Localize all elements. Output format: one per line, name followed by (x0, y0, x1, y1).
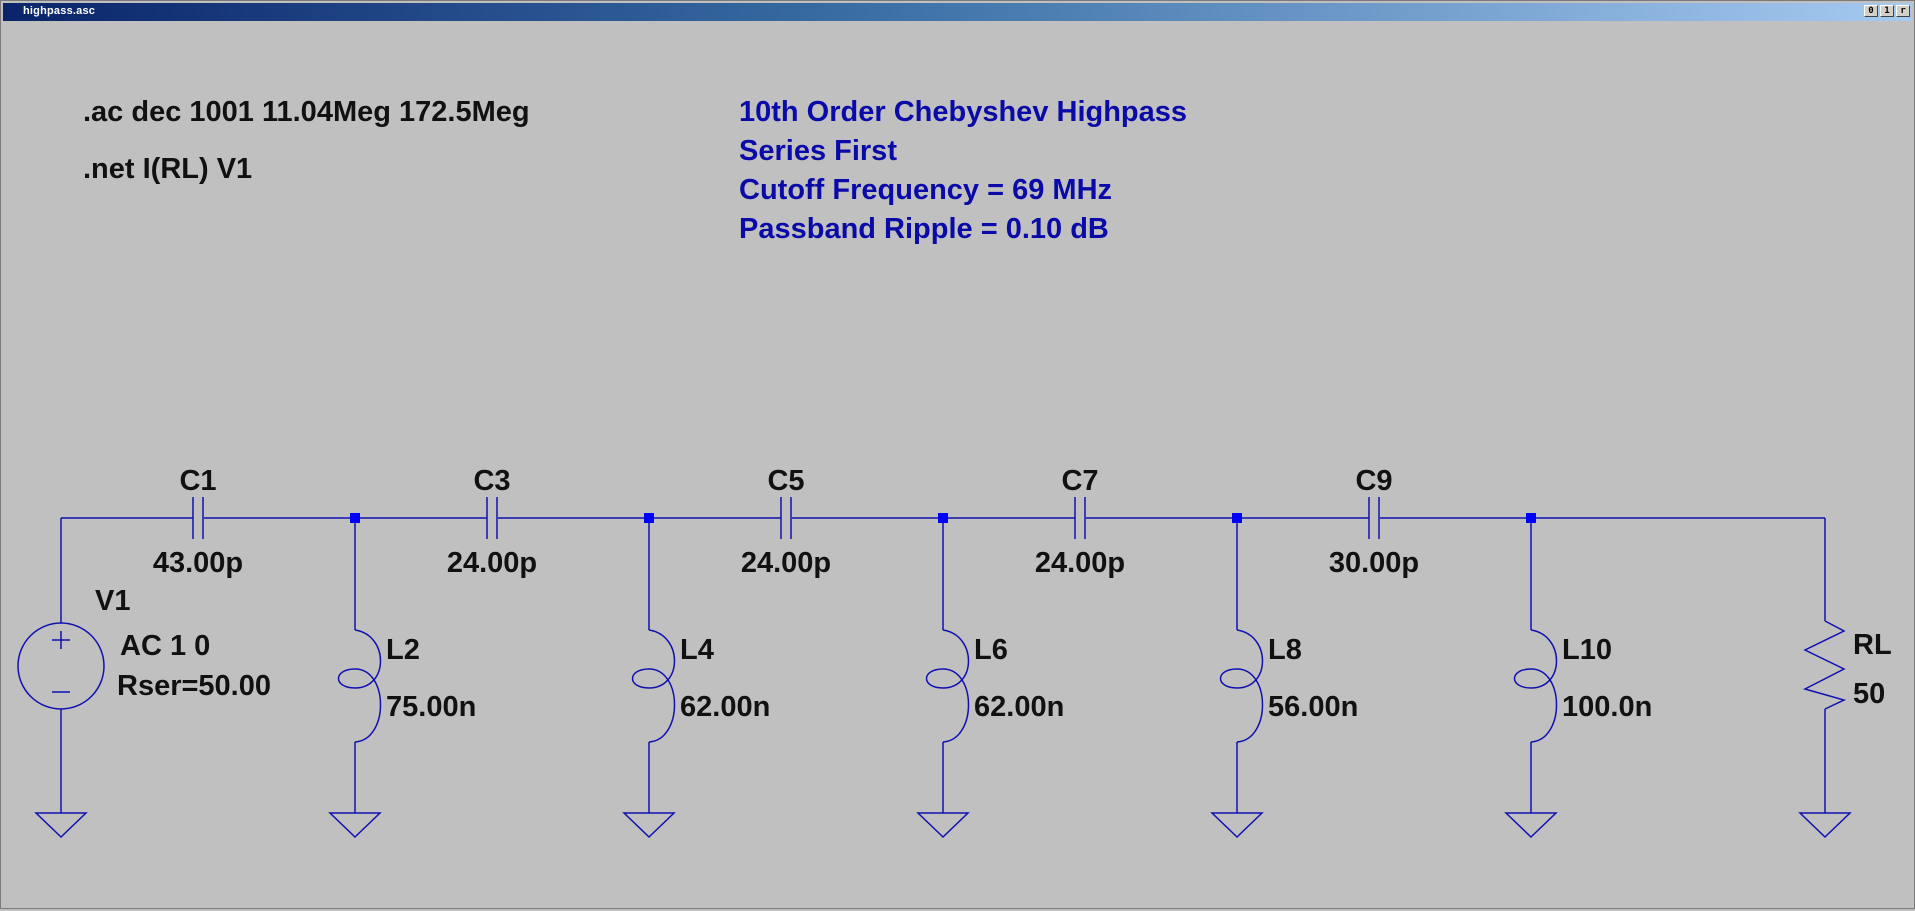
capacitor-c1[interactable]: C1 43.00p (153, 465, 243, 579)
ac-directive[interactable]: .ac dec 1001 11.04Meg 172.5Meg (83, 96, 530, 128)
wires (60, 517, 1826, 813)
source-name[interactable]: V1 (95, 585, 130, 617)
ground-symbol (916, 812, 970, 839)
junction-dot (1232, 513, 1242, 523)
inductor-name[interactable]: L6 (974, 634, 1008, 666)
junction-dot (350, 513, 360, 523)
series-capacitors: C1 43.00p C3 24.00p C5 24.00p C7 24.00p C9 30.00p (153, 465, 1419, 579)
capacitor-name[interactable]: C7 (1061, 465, 1098, 497)
shunt-inductors: L2 75.00n L4 62.00n L6 62.00n L8 56.00n L10 100.0… (328, 518, 1652, 839)
capacitor-name[interactable]: C1 (179, 465, 216, 497)
capacitor-name[interactable]: C3 (473, 465, 510, 497)
minimize-button[interactable]: 0 (1864, 5, 1878, 17)
window-title: highpass.asc (23, 5, 96, 17)
capacitor-name[interactable]: C9 (1355, 465, 1392, 497)
inductor-value[interactable]: 62.00n (680, 691, 770, 723)
load-name[interactable]: RL (1853, 629, 1892, 661)
inductor-coil (1219, 629, 1264, 743)
load-value[interactable]: 50 (1853, 678, 1885, 710)
ground-symbol (34, 812, 88, 839)
ground-symbol (1798, 812, 1852, 839)
inductor-value[interactable]: 75.00n (386, 691, 476, 723)
inductor-name[interactable]: L8 (1268, 634, 1302, 666)
source-value[interactable]: AC 1 0 (120, 630, 210, 662)
comment-line-2[interactable]: Series First (739, 135, 897, 167)
window-controls: 0 1 r (1864, 5, 1910, 17)
junction-dot (644, 513, 654, 523)
capacitor-value[interactable]: 43.00p (153, 547, 243, 579)
inductor-l6[interactable]: L6 62.00n (916, 518, 1064, 839)
inductor-coil (631, 629, 676, 743)
inductor-coil (1513, 629, 1558, 743)
inductor-value[interactable]: 62.00n (974, 691, 1064, 723)
resistor-symbol[interactable] (1802, 620, 1847, 710)
capacitor-name[interactable]: C5 (767, 465, 804, 497)
ground-symbol (622, 812, 676, 839)
inductor-coil (925, 629, 970, 743)
net-directive[interactable]: .net I(RL) V1 (83, 153, 252, 185)
capacitor-c9[interactable]: C9 30.00p (1329, 465, 1419, 579)
ground-symbol (1504, 812, 1558, 839)
capacitor-value[interactable]: 24.00p (1035, 547, 1125, 579)
inductor-name[interactable]: L4 (680, 634, 714, 666)
capacitor-c7[interactable]: C7 24.00p (1035, 465, 1125, 579)
inductor-name[interactable]: L10 (1562, 634, 1612, 666)
junctions (350, 513, 1536, 523)
inductor-value[interactable]: 100.0n (1562, 691, 1652, 723)
capacitor-c5[interactable]: C5 24.00p (741, 465, 831, 579)
junction-dot (938, 513, 948, 523)
ground-symbol (328, 812, 382, 839)
restore-button[interactable]: 1 (1880, 5, 1894, 17)
schematic-canvas[interactable]: .ac dec 1001 11.04Meg 172.5Meg .net I(RL… (3, 23, 1912, 906)
inductor-value[interactable]: 56.00n (1268, 691, 1358, 723)
voltage-source-symbol[interactable] (17, 622, 105, 710)
capacitor-value[interactable]: 24.00p (447, 547, 537, 579)
comment-line-1[interactable]: 10th Order Chebyshev Highpass (739, 96, 1187, 128)
ground-symbol (1210, 812, 1264, 839)
junction-dot (1526, 513, 1536, 523)
inductor-l10[interactable]: L10 100.0n (1504, 518, 1652, 839)
capacitor-c3[interactable]: C3 24.00p (447, 465, 537, 579)
inductor-l8[interactable]: L8 56.00n (1210, 518, 1358, 839)
inductor-name[interactable]: L2 (386, 634, 420, 666)
inductor-coil (337, 629, 382, 743)
close-button[interactable]: r (1896, 5, 1910, 17)
inductor-l4[interactable]: L4 62.00n (622, 518, 770, 839)
title-bar[interactable]: highpass.asc 0 1 r (3, 3, 1912, 21)
capacitor-value[interactable]: 24.00p (741, 547, 831, 579)
comment-line-4[interactable]: Passband Ripple = 0.10 dB (739, 213, 1109, 245)
inductor-l2[interactable]: L2 75.00n (328, 518, 476, 839)
schematic-drawing[interactable]: .ac dec 1001 11.04Meg 172.5Meg .net I(RL… (3, 23, 1912, 906)
comment-line-3[interactable]: Cutoff Frequency = 69 MHz (739, 174, 1112, 206)
capacitor-value[interactable]: 30.00p (1329, 547, 1419, 579)
source-rser[interactable]: Rser=50.00 (117, 670, 271, 702)
